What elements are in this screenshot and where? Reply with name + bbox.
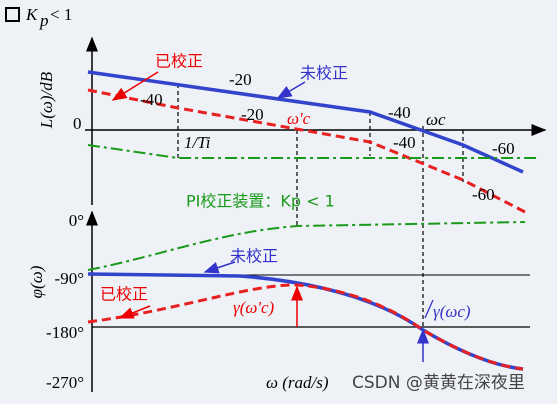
y-axis-label: L(ω)/dB bbox=[37, 71, 56, 129]
gamma-corrected-label: γ(ω'c) bbox=[233, 298, 275, 317]
arrow bbox=[276, 81, 306, 99]
arrow bbox=[111, 71, 159, 101]
wc-label: ωc bbox=[426, 110, 446, 129]
pi-label: PI校正装置：Kp < 1 bbox=[186, 192, 335, 211]
slope: -40 bbox=[388, 103, 411, 122]
slope: -40 bbox=[393, 133, 416, 152]
phase-axis-label: φ(ω) bbox=[27, 265, 46, 298]
arrow bbox=[118, 305, 151, 319]
slope: -60 bbox=[472, 185, 495, 204]
title: K bbox=[25, 5, 39, 24]
uncorrected-label: 未校正 bbox=[300, 64, 348, 83]
uncorrected-phase bbox=[87, 272, 524, 371]
watermark: CSDN @黄黄在深夜里 bbox=[352, 373, 525, 393]
guide-lines bbox=[177, 84, 464, 345]
arrow bbox=[203, 261, 236, 274]
phase-tick: -90° bbox=[55, 269, 84, 288]
corrected-magnitude bbox=[87, 88, 526, 214]
wc-prime-label: ω'c bbox=[287, 109, 311, 128]
slope: -40 bbox=[140, 90, 163, 109]
checkbox-icon bbox=[5, 7, 20, 22]
uncorrected-magnitude bbox=[87, 70, 524, 174]
corrected-phase bbox=[87, 283, 524, 371]
corner-label: 1/Ti bbox=[184, 133, 211, 152]
title-sub: p bbox=[39, 11, 49, 30]
slope: -60 bbox=[492, 139, 515, 158]
zero-label: 0 bbox=[73, 114, 82, 133]
slope: -20 bbox=[229, 70, 252, 89]
uncorrected-phase-label: 未校正 bbox=[230, 247, 278, 266]
x-axis-label: ω (rad/s) bbox=[266, 373, 329, 392]
leader bbox=[424, 299, 434, 319]
phase-tick: -270° bbox=[46, 373, 84, 392]
phase-tick: -180° bbox=[46, 323, 84, 342]
pi-phase bbox=[87, 221, 526, 271]
gamma-uncorrected-label: γ(ωc) bbox=[433, 302, 471, 321]
corrected-label: 已校正 bbox=[155, 52, 203, 71]
title-rest: < 1 bbox=[50, 5, 72, 24]
pi-magnitude bbox=[87, 144, 540, 159]
corrected-phase-label: 已校正 bbox=[100, 285, 148, 304]
phase-tick: 0° bbox=[69, 211, 84, 230]
slope: -20 bbox=[241, 105, 264, 124]
